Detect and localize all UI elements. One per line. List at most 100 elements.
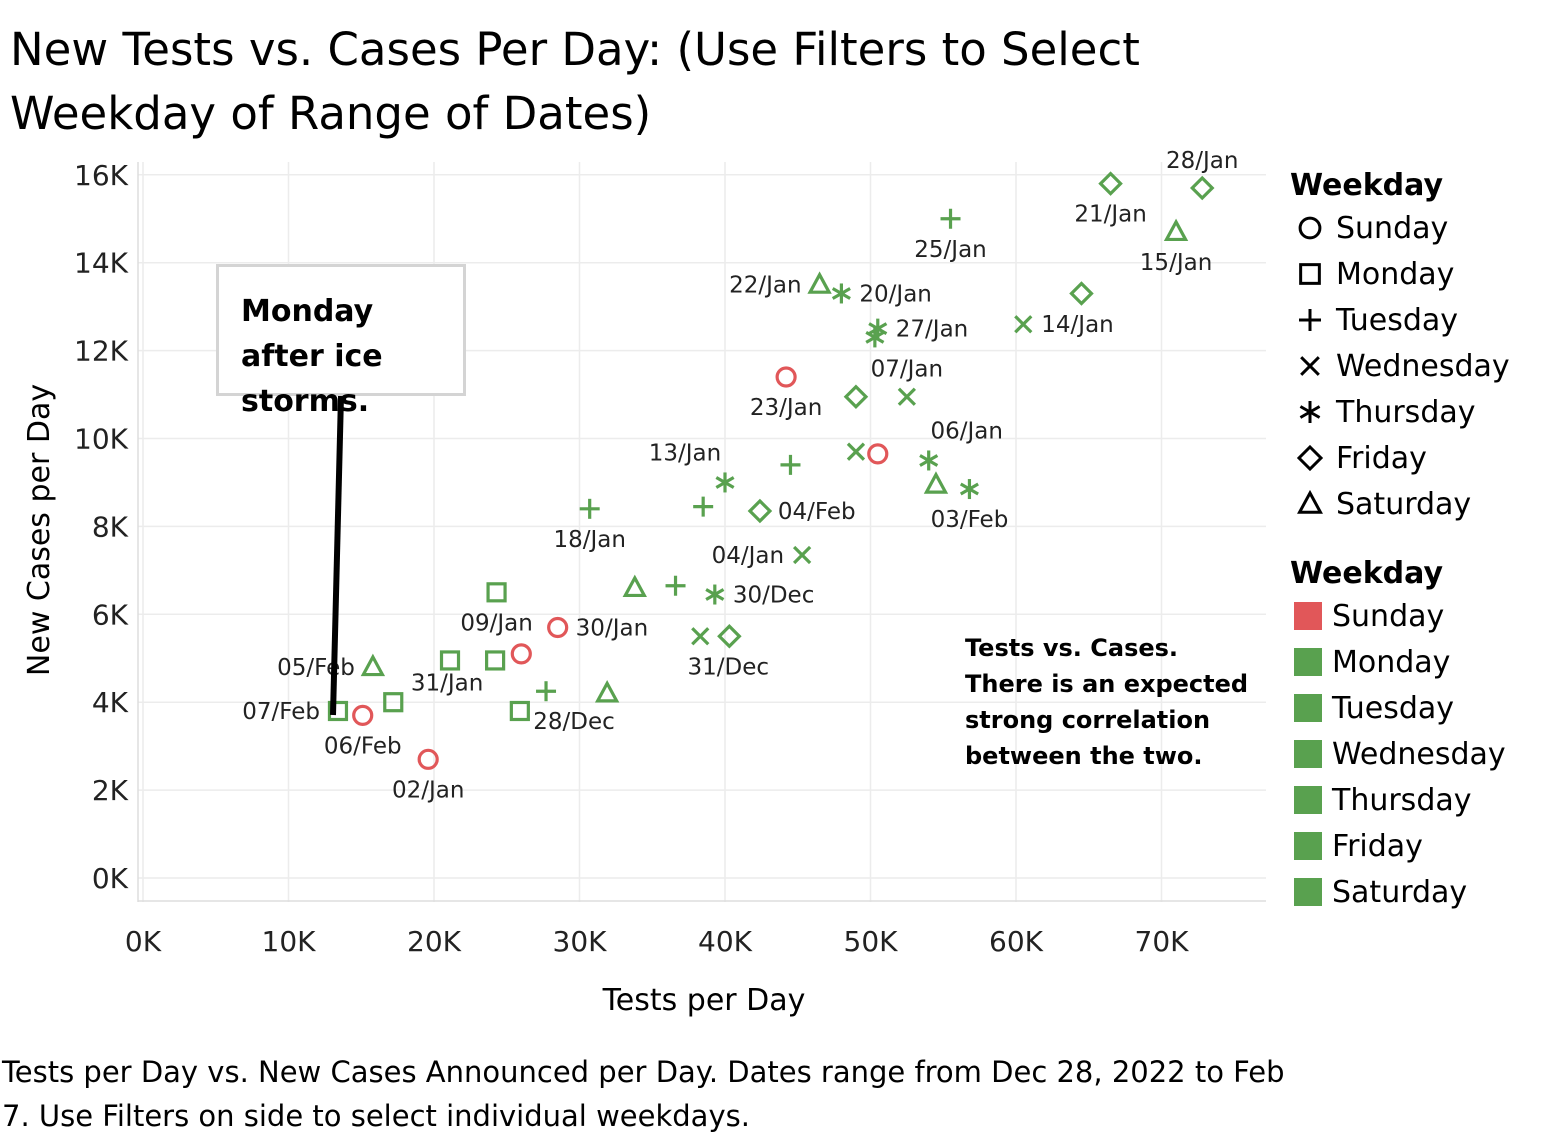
y-tick-label: 12K [74,335,129,368]
point-label: 04/Feb [778,499,856,525]
point-labels: 28/Jan 21/Jan 15/Jan 25/Jan 14/Jan 22/Jan 20/J… [242,148,1238,803]
data-point-monday [486,582,507,603]
plus-icon-shape [1299,309,1321,331]
asterisk-icon [1299,401,1321,423]
point-label: 14/Jan [1041,312,1113,338]
legend-item-monday[interactable]: Monday [1294,642,1450,682]
y-tick-label: 0K [92,862,129,895]
data-point-saturday [807,271,832,294]
legend-item-label: Saturday [1336,486,1472,522]
legend-item-label: Tuesday [1336,302,1459,338]
data-point-monday [509,700,530,722]
legend-item-tuesday[interactable]: Tuesday [1294,688,1454,728]
data-point-saturday [1163,218,1189,242]
point-label: 28/Dec [533,709,615,735]
point-label: 30/Jan [576,615,648,641]
color-swatch [1294,602,1322,630]
axes: 0K 10K 20K 30K 40K 50K 60K 70K 0K 2K 4K 6K 8K 10K 12K 1… [74,159,1266,958]
color-swatch [1294,878,1322,906]
data-point-tuesday [579,498,600,519]
point-label: 03/Feb [931,507,1009,533]
x-tick-label: 40K [698,925,753,958]
x-tick-label: 10K [262,925,317,958]
data-point-sunday [547,616,569,639]
x-tick-label: 0K [125,925,162,958]
x-tick-label: 70K [1135,925,1190,958]
legend-item-monday[interactable]: Monday [1294,254,1454,294]
point-label: 15/Jan [1140,250,1212,276]
cross-icon [1300,356,1320,376]
data-point-saturday [923,471,949,494]
chart-caption: Tests per Day vs. New Cases Announced pe… [2,1055,1285,1133]
y-tick-label: 6K [92,598,129,631]
data-point-tuesday [780,454,801,475]
data-point-thursday [705,584,725,605]
x-tick-label: 20K [407,925,462,958]
point-label: 28/Jan [1166,148,1238,174]
point-label: 02/Jan [392,777,464,803]
data-point-wednesday [691,627,710,646]
data-point-friday [1189,175,1215,201]
legend-item-sunday[interactable]: Sunday [1294,596,1444,636]
data-point-thursday [831,283,851,304]
data-point-sunday [417,748,439,770]
diamond-icon-shape [1296,444,1324,472]
legend-item-label: Monday [1336,256,1455,292]
y-tick-label: 10K [74,423,129,456]
data-point-wednesday [1014,315,1033,334]
diamond-icon [1296,444,1324,472]
point-label: 05/Feb [277,655,355,681]
triangle-icon [1297,489,1323,514]
color-swatch [1294,648,1322,676]
color-swatch [1294,832,1322,860]
legend-item-label: Monday [1332,644,1451,680]
legend-item-saturday[interactable]: Saturday [1294,872,1467,912]
data-point-saturday [622,574,647,598]
point-label: 20/Jan [859,281,931,307]
circle-icon-shape [1298,216,1322,240]
y-tick-label: 16K [74,159,129,192]
legend-item-friday[interactable]: Friday [1294,438,1427,478]
point-label: 27/Jan [896,317,968,343]
color-swatch [1294,694,1322,722]
annotation-pointer-line [330,395,344,716]
data-point-monday [383,692,404,713]
square-icon [1299,263,1321,285]
legend-item-wednesday[interactable]: Wednesday [1294,346,1510,386]
point-label: 31/Jan [411,670,483,696]
x-tick-label: 60K [989,925,1044,958]
point-label: 31/Dec [687,654,769,680]
data-point-thursday [715,472,735,493]
legend-item-label: Thursday [1336,394,1476,430]
data-point-monday [485,650,506,671]
legend-item-sunday[interactable]: Sunday [1294,208,1448,248]
data-point-friday [747,498,773,524]
legend-item-thursday[interactable]: Thursday [1294,780,1472,820]
data-point-wednesday [897,387,917,406]
data-point-sunday [510,643,532,665]
point-label: 06/Feb [324,733,402,759]
point-label: 07/Feb [242,699,320,725]
color-swatch [1294,786,1322,814]
legend-item-thursday[interactable]: Thursday [1294,392,1476,432]
legend-item-saturday[interactable]: Saturday [1294,484,1471,524]
legend-item-friday[interactable]: Friday [1294,826,1423,866]
data-point-tuesday [940,208,961,229]
data-point-friday [843,384,869,410]
legend-item-label: Wednesday [1336,348,1510,384]
data-point-thursday [919,450,939,471]
point-label: 18/Jan [553,527,625,553]
legend-item-wednesday[interactable]: Wednesday [1294,734,1506,774]
x-axis-label: Tests per Day [602,983,806,1018]
legend-item-label: Tuesday [1332,690,1455,726]
data-point-sunday [775,366,797,388]
data-point-tuesday [536,681,557,702]
y-axis-label: New Cases per Day [22,384,57,676]
data-point-monday [439,650,461,671]
y-tick-label: 14K [74,247,129,280]
square-icon-shape [1299,263,1321,285]
data-point-friday [1069,281,1094,306]
legend-item-label: Wednesday [1332,736,1506,772]
data-point-tuesday [693,496,714,517]
legend-item-tuesday[interactable]: Tuesday [1294,300,1458,340]
